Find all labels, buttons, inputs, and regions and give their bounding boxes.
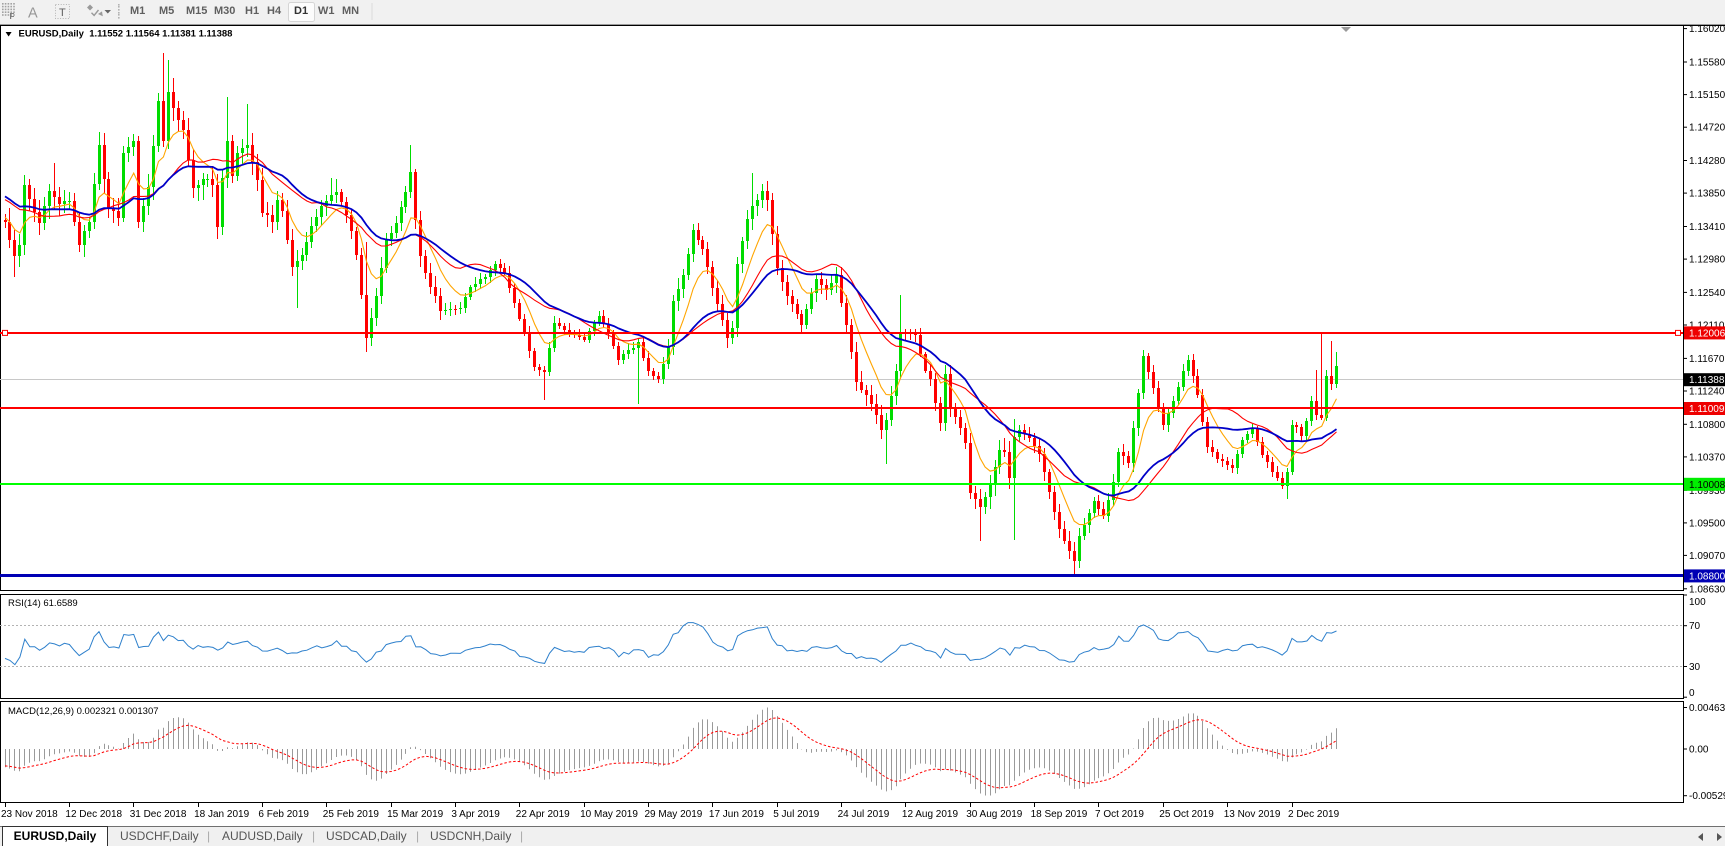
svg-text:30: 30 <box>1689 662 1701 673</box>
svg-text:1.08800: 1.08800 <box>1689 571 1725 582</box>
svg-text:30 Aug 2019: 30 Aug 2019 <box>966 809 1023 820</box>
svg-text:24 Jul 2019: 24 Jul 2019 <box>838 809 890 820</box>
svg-text:3 Apr 2019: 3 Apr 2019 <box>451 809 500 820</box>
svg-text:13 Nov 2019: 13 Nov 2019 <box>1224 809 1281 820</box>
svg-text:T: T <box>59 7 66 19</box>
svg-text:1.16020: 1.16020 <box>1689 25 1725 35</box>
svg-text:1.11670: 1.11670 <box>1689 354 1725 365</box>
svg-text:MACD(12,26,9) 0.002321 0.00130: MACD(12,26,9) 0.002321 0.001307 <box>8 706 159 717</box>
svg-text:22 Apr 2019: 22 Apr 2019 <box>516 809 570 820</box>
svg-text:18 Sep 2019: 18 Sep 2019 <box>1031 809 1088 820</box>
svg-text:1.11388: 1.11388 <box>1689 375 1725 386</box>
svg-text:1.15580: 1.15580 <box>1689 58 1725 69</box>
svg-text:100: 100 <box>1689 597 1706 608</box>
svg-text:1.12110: 1.12110 <box>1689 321 1725 332</box>
svg-text:1.12006: 1.12006 <box>1689 328 1725 339</box>
svg-text:12 Dec 2018: 12 Dec 2018 <box>65 809 122 820</box>
svg-text:23 Nov 2018: 23 Nov 2018 <box>1 809 58 820</box>
svg-text:0.00: 0.00 <box>1689 745 1709 756</box>
svg-text:1.15150: 1.15150 <box>1689 90 1725 101</box>
svg-text:1.11240: 1.11240 <box>1689 387 1725 398</box>
svg-text:1.14280: 1.14280 <box>1689 156 1725 167</box>
svg-text:1.09500: 1.09500 <box>1689 518 1725 529</box>
svg-text:7 Oct 2019: 7 Oct 2019 <box>1095 809 1144 820</box>
svg-text:5 Jul 2019: 5 Jul 2019 <box>773 809 820 820</box>
svg-text:1.09930: 1.09930 <box>1689 486 1725 497</box>
svg-text:A: A <box>28 6 38 22</box>
svg-text:31 Dec 2018: 31 Dec 2018 <box>130 809 187 820</box>
svg-text:15 Mar 2019: 15 Mar 2019 <box>387 809 444 820</box>
svg-text:F: F <box>10 12 15 21</box>
svg-text:17 Jun 2019: 17 Jun 2019 <box>709 809 764 820</box>
svg-text:1.12980: 1.12980 <box>1689 255 1725 266</box>
svg-text:0: 0 <box>1689 688 1695 699</box>
svg-text:12 Aug 2019: 12 Aug 2019 <box>902 809 959 820</box>
svg-text:1.13850: 1.13850 <box>1689 189 1725 200</box>
svg-text:18 Jan 2019: 18 Jan 2019 <box>194 809 249 820</box>
svg-text:1.10370: 1.10370 <box>1689 452 1725 463</box>
svg-text:1.09070: 1.09070 <box>1689 551 1725 562</box>
svg-text:RSI(14) 61.6589: RSI(14) 61.6589 <box>8 598 78 609</box>
svg-text:1.10800: 1.10800 <box>1689 420 1725 431</box>
svg-text:-0.005299: -0.005299 <box>1689 791 1725 802</box>
svg-text:1.10008: 1.10008 <box>1689 480 1725 491</box>
svg-text:25 Feb 2019: 25 Feb 2019 <box>323 809 380 820</box>
svg-text:2 Dec 2019: 2 Dec 2019 <box>1288 809 1340 820</box>
svg-text:29 May 2019: 29 May 2019 <box>645 809 703 820</box>
svg-text:10 May 2019: 10 May 2019 <box>580 809 638 820</box>
svg-text:1.12540: 1.12540 <box>1689 288 1725 299</box>
svg-text:1.13410: 1.13410 <box>1689 222 1725 233</box>
svg-text:1.11009: 1.11009 <box>1689 404 1725 415</box>
svg-text:0.00463: 0.00463 <box>1689 703 1725 714</box>
svg-text:25 Oct 2019: 25 Oct 2019 <box>1159 809 1214 820</box>
svg-text:70: 70 <box>1689 621 1701 632</box>
svg-text:1.14720: 1.14720 <box>1689 123 1725 134</box>
svg-text:6 Feb 2019: 6 Feb 2019 <box>258 809 309 820</box>
svg-text:1.08630: 1.08630 <box>1689 584 1725 595</box>
svg-text:EURUSD,Daily 1.11552 1.11564: EURUSD,Daily 1.11552 1.11564 1.11381 1.1… <box>19 29 233 40</box>
